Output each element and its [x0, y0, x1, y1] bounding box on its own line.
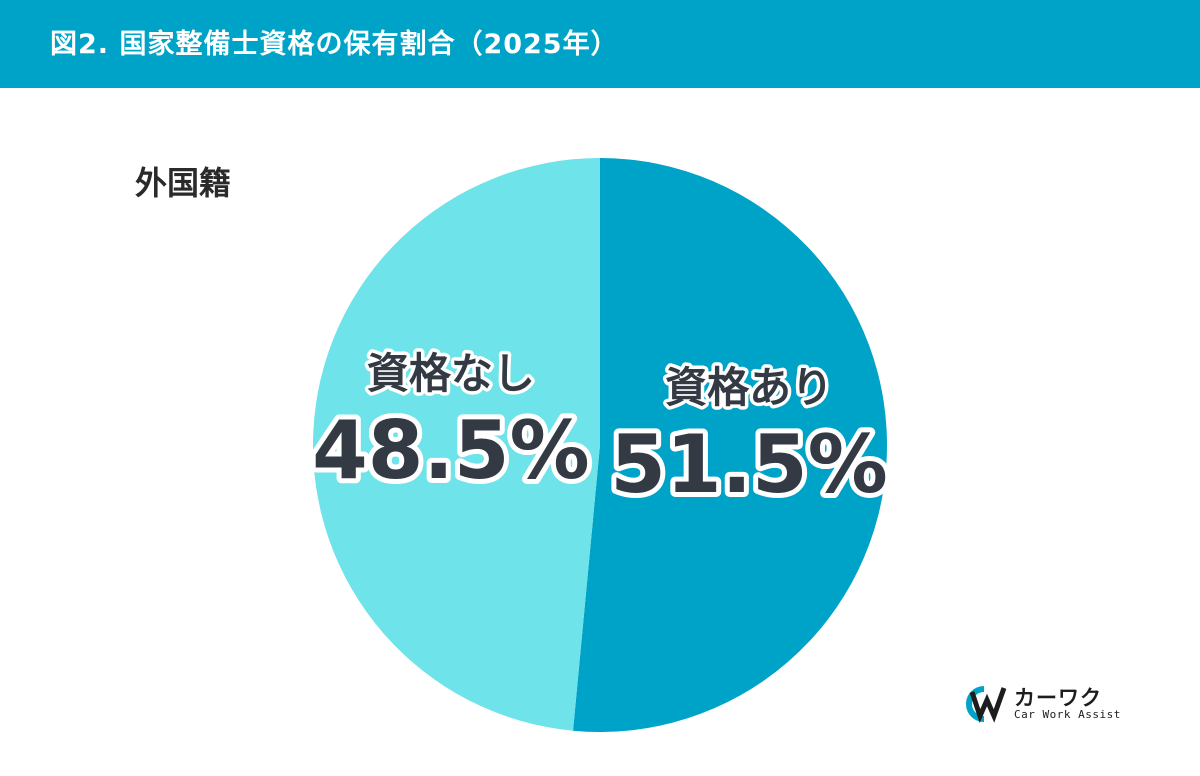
- logo-mark-icon: [966, 686, 1007, 723]
- chart-subtitle: 外国籍: [135, 164, 232, 202]
- chart-title: 図2. 国家整備士資格の保有割合（2025年）: [50, 29, 619, 60]
- brand-logo: カーワク Car Work Assist: [962, 682, 1122, 724]
- slice-value-1: 51.5%: [610, 418, 888, 511]
- slice-label-2: 資格なし: [367, 349, 535, 398]
- header-bar: 図2. 国家整備士資格の保有割合（2025年）: [0, 0, 1200, 88]
- pie-slice-2: [312, 158, 600, 731]
- slice-value-2: 48.5%: [312, 404, 590, 497]
- pie-slice-1: [572, 158, 887, 732]
- slice-label-1: 資格あり: [665, 363, 833, 412]
- logo-english-text: Car Work Assist: [1014, 708, 1121, 721]
- logo-kana-text: カーワク: [1014, 686, 1102, 710]
